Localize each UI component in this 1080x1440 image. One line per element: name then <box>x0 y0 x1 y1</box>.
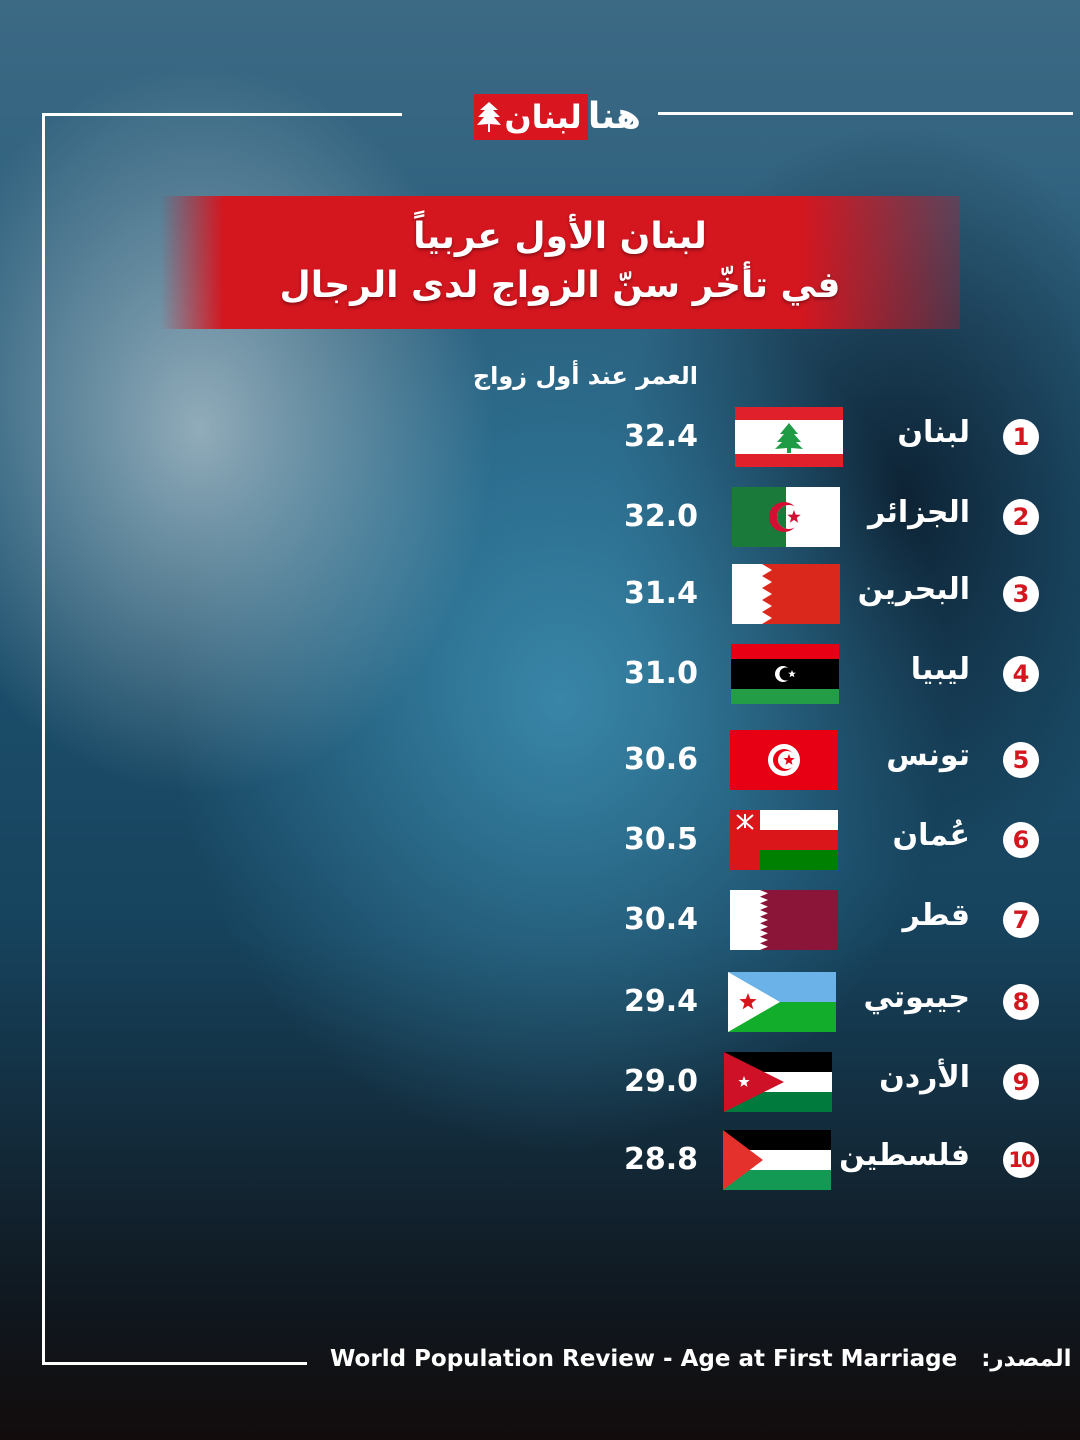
age-value: 30.6 <box>623 742 698 777</box>
age-value: 29.4 <box>623 984 698 1019</box>
cedar-icon <box>477 102 502 132</box>
flag-bahrain-icon <box>732 564 840 624</box>
country-name: ليبيا <box>910 652 970 687</box>
logo-text: لبنان <box>504 98 582 136</box>
age-value: 30.5 <box>623 822 698 857</box>
country-name: جيبوتي <box>863 980 970 1015</box>
age-value: 29.0 <box>623 1064 698 1099</box>
flag-palestine-icon <box>723 1130 831 1190</box>
table-row: 10 فلسطين 28.8 <box>0 1130 1080 1192</box>
rank-badge: 10 <box>1003 1142 1039 1178</box>
table-row: 9 الأردن 29.0 <box>0 1052 1080 1114</box>
country-name: تونس <box>886 738 970 773</box>
flag-lebanon-icon <box>735 407 843 467</box>
value-column-header: العمر عند أول زواج <box>472 362 698 390</box>
logo-part-lubnan: لبنان <box>474 94 588 140</box>
rank-badge: 1 <box>1003 419 1039 455</box>
country-name: عُمان <box>892 818 970 853</box>
flag-algeria-icon <box>732 487 840 547</box>
country-name: الأردن <box>879 1060 970 1095</box>
age-value: 32.4 <box>623 419 698 454</box>
frame-line <box>42 113 45 1365</box>
table-row: 7 قطر 30.4 <box>0 890 1080 952</box>
rank-badge: 9 <box>1003 1064 1039 1100</box>
rank-badge: 5 <box>1003 742 1039 778</box>
flag-tunisia-icon <box>730 730 838 790</box>
flag-jordan-icon <box>724 1052 832 1112</box>
age-value: 32.0 <box>623 499 698 534</box>
title-line-1: لبنان الأول عربياً <box>413 216 707 257</box>
rank-badge: 4 <box>1003 656 1039 692</box>
table-row: 6 عُمان 30.5 <box>0 810 1080 872</box>
rank-badge: 3 <box>1003 576 1039 612</box>
rank-badge: 6 <box>1003 822 1039 858</box>
frame-line <box>658 112 1073 115</box>
country-name: قطر <box>902 898 970 933</box>
flag-qatar-icon <box>730 890 838 950</box>
country-name: لبنان <box>897 415 970 450</box>
frame-line <box>42 113 402 116</box>
source-label: المصدر: <box>981 1346 1072 1372</box>
source-line: World Population Review - Age at First M… <box>330 1346 1072 1372</box>
table-row: 1 لبنان 32.4 <box>0 407 1080 469</box>
age-value: 28.8 <box>623 1142 698 1177</box>
title-banner <box>160 196 960 329</box>
age-value: 31.0 <box>623 656 698 691</box>
source-text: World Population Review - Age at First M… <box>330 1346 958 1372</box>
rank-badge: 2 <box>1003 499 1039 535</box>
logo: هنا لبنان <box>441 94 641 140</box>
country-name: الجزائر <box>867 495 970 530</box>
table-row: 8 جيبوتي 29.4 <box>0 972 1080 1034</box>
table-row: 3 البحرين 31.4 <box>0 564 1080 626</box>
country-name: فلسطين <box>839 1138 970 1173</box>
rank-badge: 7 <box>1003 902 1039 938</box>
logo-part-huna: هنا <box>587 96 641 137</box>
table-row: 4 ليبيا 31.0 <box>0 644 1080 706</box>
table-row: 5 تونس 30.6 <box>0 730 1080 792</box>
age-value: 30.4 <box>623 902 698 937</box>
flag-libya-icon <box>731 644 839 704</box>
frame-line <box>42 1362 307 1365</box>
table-row: 2 الجزائر 32.0 <box>0 487 1080 549</box>
age-value: 31.4 <box>623 576 698 611</box>
title-line-2: في تأخّر سنّ الزواج لدى الرجال <box>279 265 841 306</box>
country-name: البحرين <box>857 572 970 607</box>
rank-badge: 8 <box>1003 984 1039 1020</box>
flag-oman-icon <box>730 810 838 870</box>
flag-djibouti-icon <box>728 972 836 1032</box>
